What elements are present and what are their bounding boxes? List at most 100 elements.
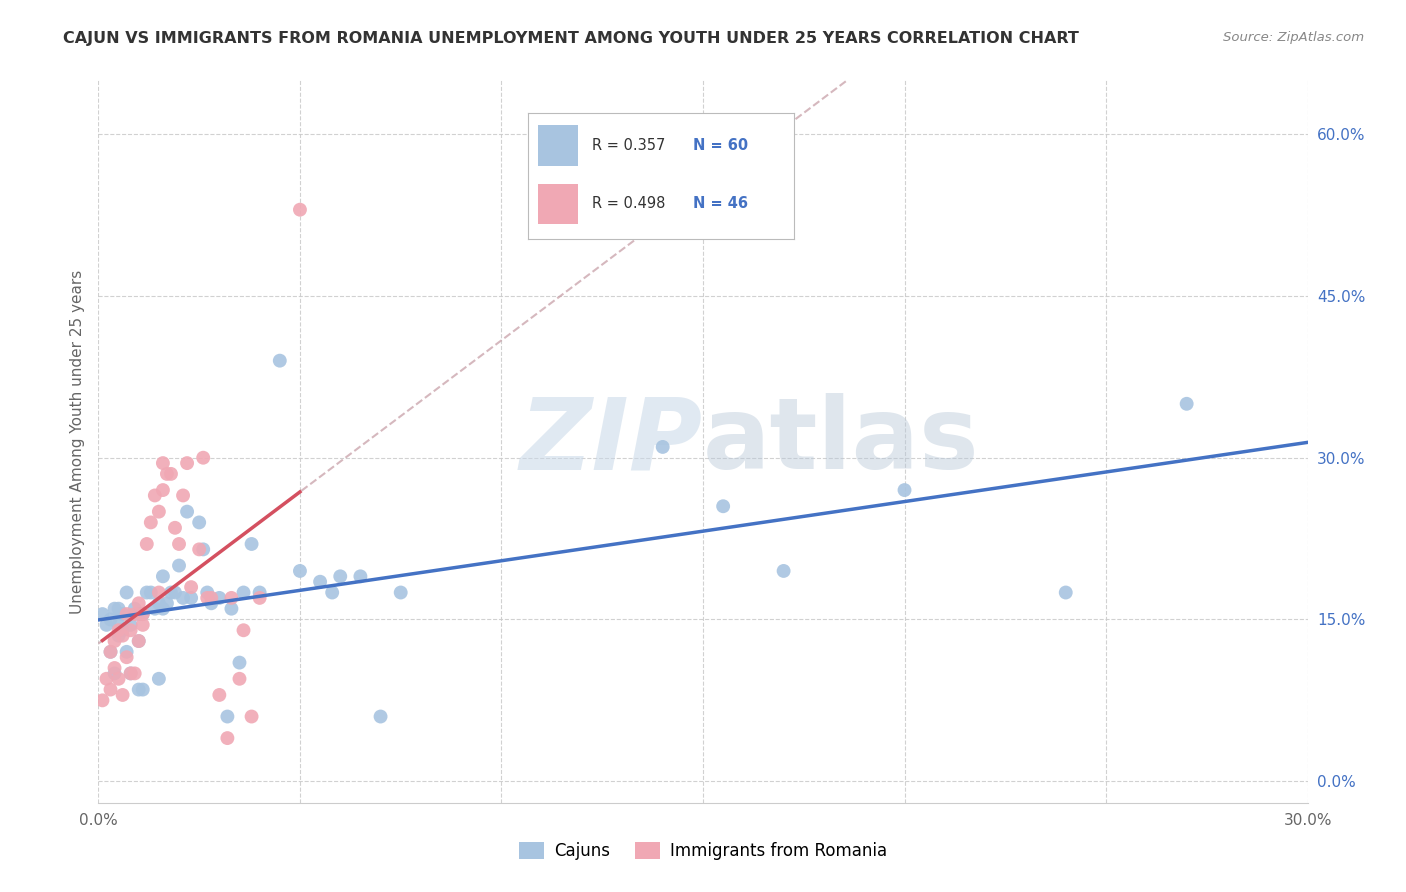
Point [103, 601, 125, 615]
Point [309, 574, 332, 589]
Text: Source: ZipAtlas.com: Source: ZipAtlas.com [1223, 31, 1364, 45]
Point [100, 612, 122, 626]
Point [217, 709, 239, 723]
Point [193, 542, 215, 557]
Point [103, 661, 125, 675]
Point [772, 564, 794, 578]
Point [228, 672, 250, 686]
Point [1054, 585, 1077, 599]
Point [156, 596, 179, 610]
Point [139, 516, 162, 530]
Point [139, 585, 162, 599]
Point [120, 624, 142, 638]
Point [152, 569, 174, 583]
Point [195, 591, 218, 605]
Point [269, 353, 291, 368]
Point [249, 591, 271, 605]
Point [172, 591, 194, 605]
Point [160, 467, 183, 481]
Point [96, 672, 118, 686]
Point [217, 731, 239, 745]
Text: CAJUN VS IMMIGRANTS FROM ROMANIA UNEMPLOYMENT AMONG YOUTH UNDER 25 YEARS CORRELA: CAJUN VS IMMIGRANTS FROM ROMANIA UNEMPLO… [63, 31, 1080, 46]
Point [100, 645, 122, 659]
Point [132, 607, 155, 621]
Point [1175, 397, 1198, 411]
Point [111, 688, 134, 702]
Point [172, 488, 194, 502]
Point [107, 624, 129, 638]
Point [221, 601, 243, 615]
Point [176, 456, 198, 470]
Point [208, 688, 231, 702]
Point [107, 672, 129, 686]
Point [167, 558, 190, 573]
Text: atlas: atlas [703, 393, 980, 490]
Point [176, 505, 198, 519]
Point [111, 629, 134, 643]
Point [148, 672, 170, 686]
Point [240, 537, 263, 551]
Point [135, 537, 157, 551]
Point [111, 607, 134, 621]
Point [163, 521, 186, 535]
Point [103, 634, 125, 648]
Point [128, 634, 150, 648]
Point [193, 450, 215, 465]
Point [180, 591, 202, 605]
Point [115, 607, 138, 621]
Point [349, 569, 371, 583]
Point [152, 601, 174, 615]
Point [221, 591, 243, 605]
Point [152, 483, 174, 497]
Point [188, 516, 211, 530]
Point [288, 202, 311, 217]
Point [100, 645, 122, 659]
Y-axis label: Unemployment Among Youth under 25 years: Unemployment Among Youth under 25 years [69, 269, 84, 614]
Point [132, 618, 155, 632]
Legend: Cajuns, Immigrants from Romania: Cajuns, Immigrants from Romania [512, 835, 894, 867]
Point [370, 709, 392, 723]
Point [128, 634, 150, 648]
Point [120, 666, 142, 681]
Point [115, 645, 138, 659]
Point [128, 607, 150, 621]
Point [160, 585, 183, 599]
Point [200, 596, 222, 610]
Point [148, 505, 170, 519]
Point [128, 682, 150, 697]
Point [120, 666, 142, 681]
Point [115, 650, 138, 665]
Point [711, 500, 734, 514]
Point [167, 537, 190, 551]
Point [148, 585, 170, 599]
Point [288, 564, 311, 578]
Point [143, 488, 166, 502]
Point [143, 601, 166, 615]
Point [329, 569, 352, 583]
Point [111, 624, 134, 638]
Point [200, 591, 222, 605]
Point [240, 709, 263, 723]
Point [135, 585, 157, 599]
Point [107, 601, 129, 615]
Point [132, 682, 155, 697]
Point [651, 440, 673, 454]
Point [195, 585, 218, 599]
Point [132, 607, 155, 621]
Point [103, 666, 125, 681]
Point [148, 596, 170, 610]
Point [124, 601, 146, 615]
Point [107, 618, 129, 632]
Text: ZIP: ZIP [520, 393, 703, 490]
Point [321, 585, 343, 599]
Point [232, 585, 254, 599]
Point [163, 585, 186, 599]
Point [120, 618, 142, 632]
Point [188, 542, 211, 557]
Point [124, 607, 146, 621]
Point [228, 656, 250, 670]
Point [893, 483, 915, 497]
Point [91, 607, 114, 621]
Point [91, 693, 114, 707]
Point [156, 467, 179, 481]
